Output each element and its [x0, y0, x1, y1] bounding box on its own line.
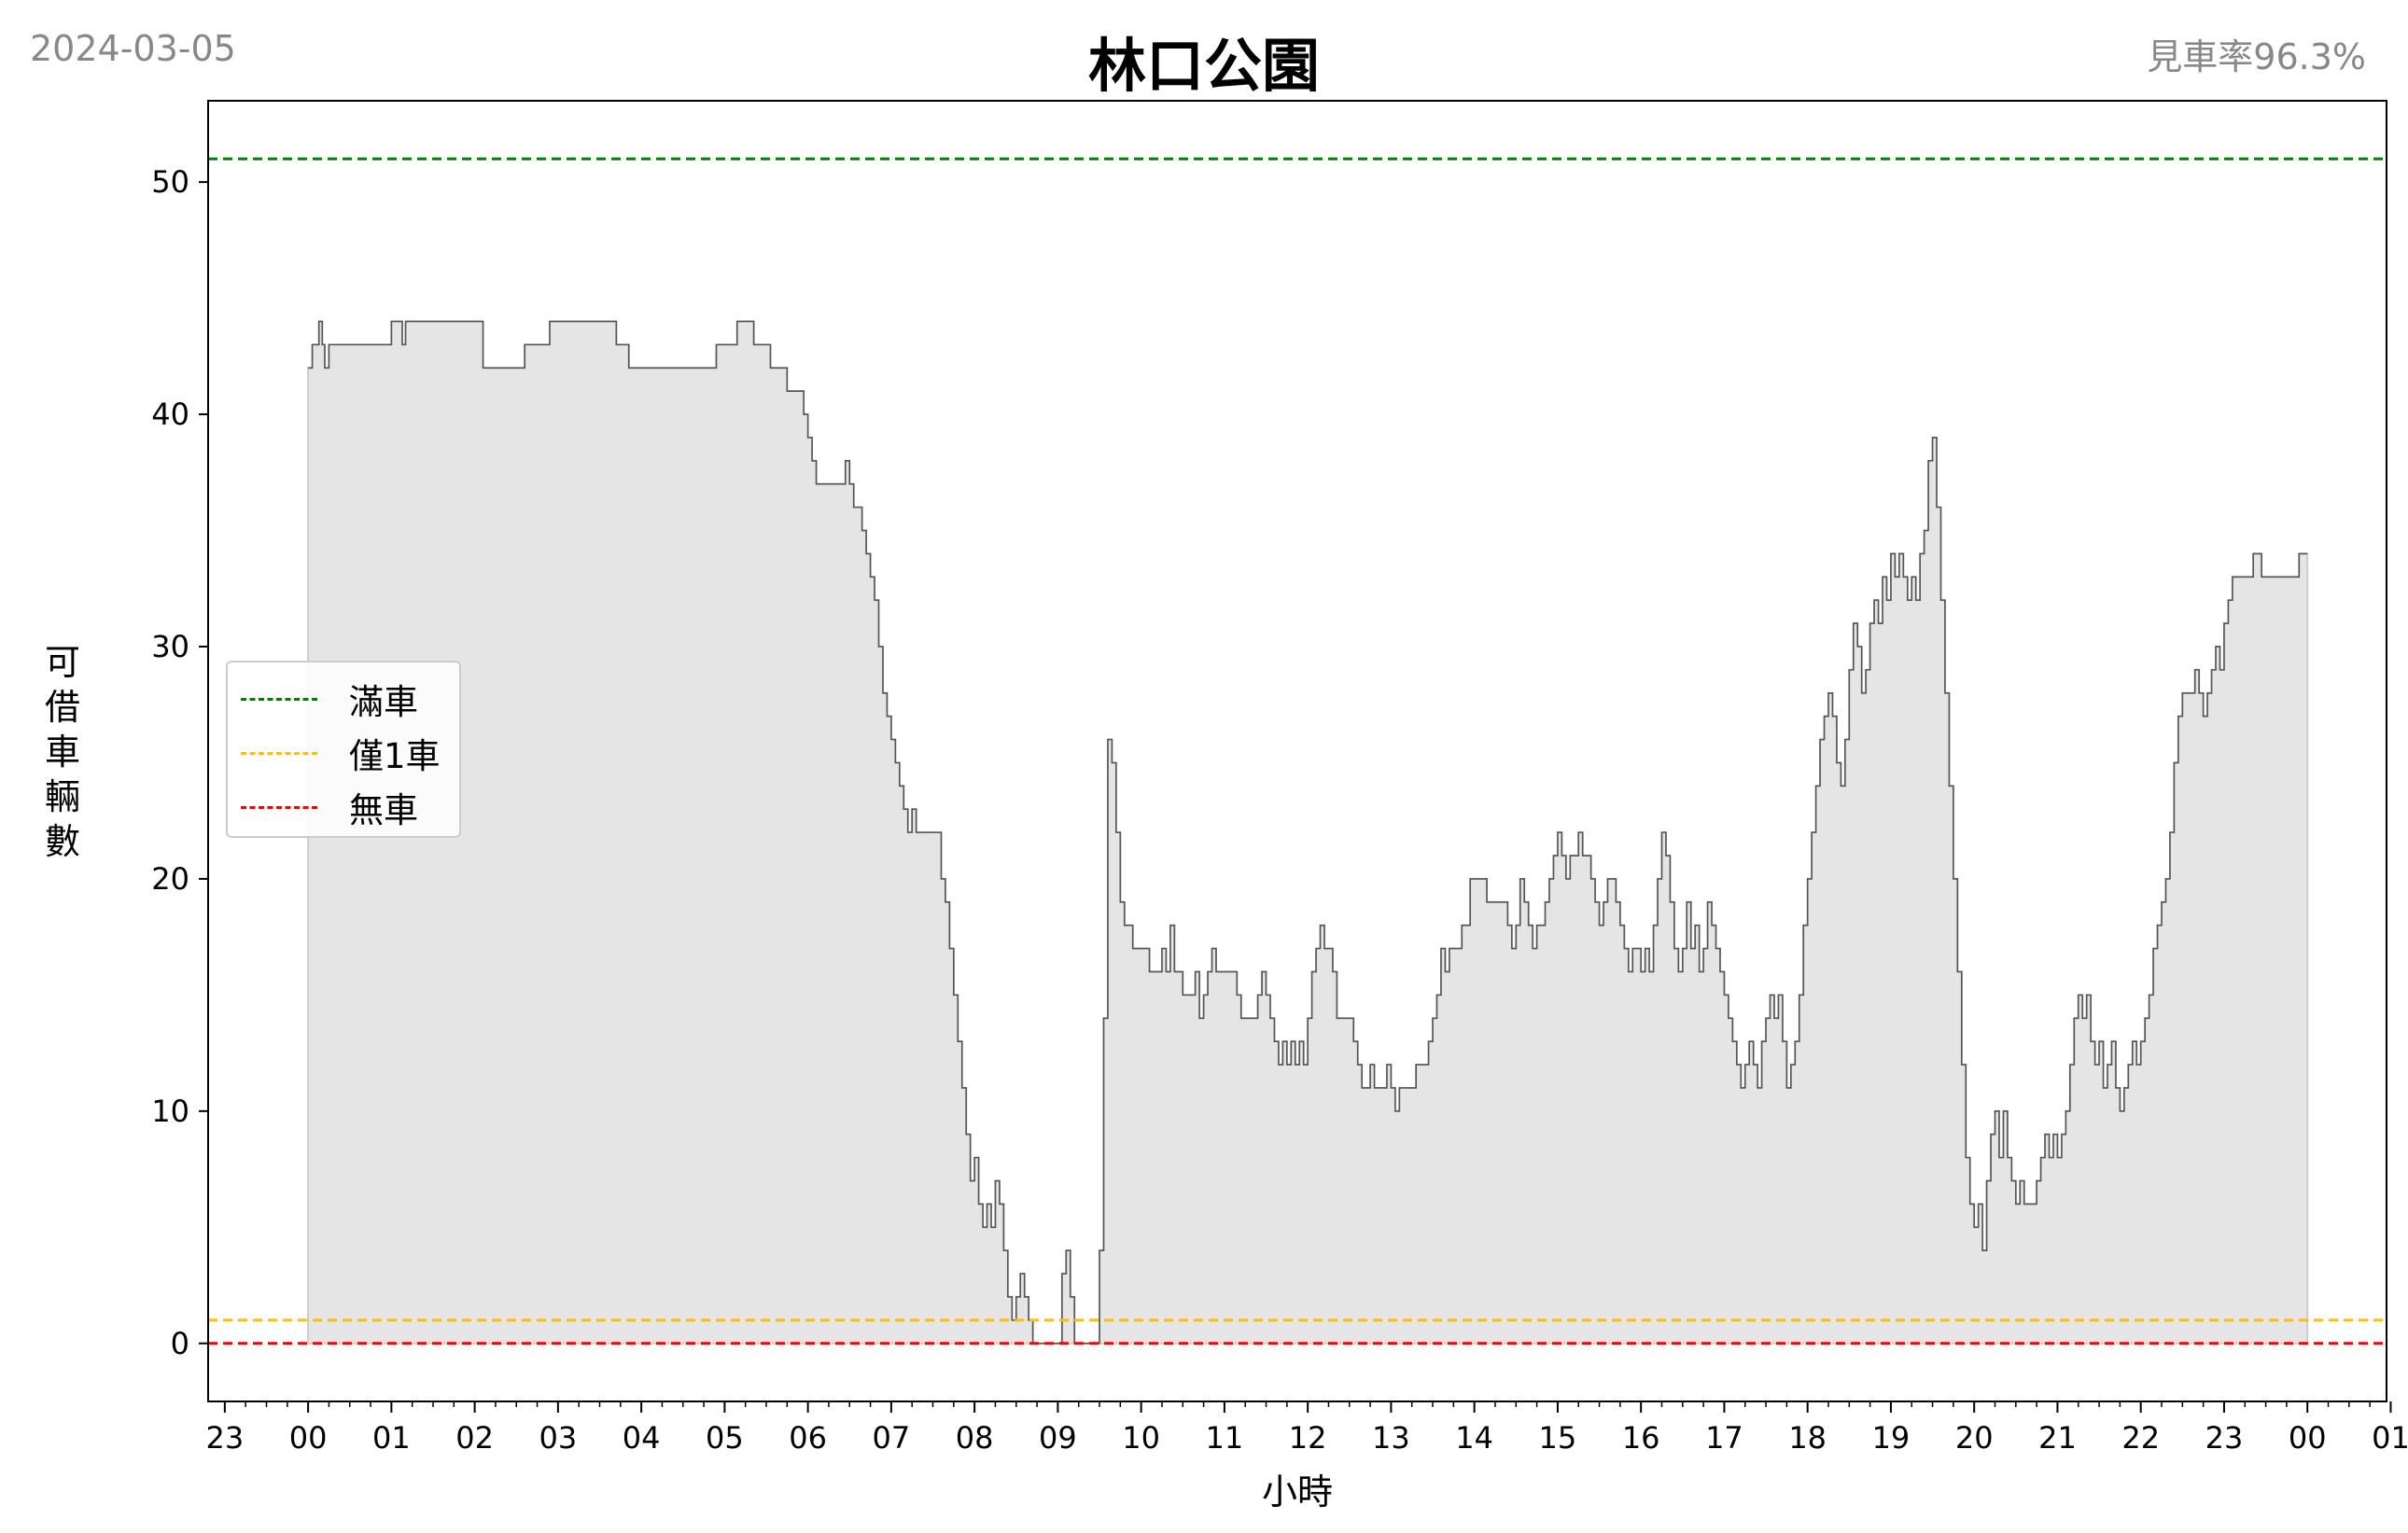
- y-tick-label: 30: [151, 629, 189, 664]
- legend-swatch-full: [241, 697, 317, 701]
- x-tick-label: 07: [873, 1420, 911, 1456]
- x-tick-label: 08: [956, 1420, 994, 1456]
- x-tick-label: 05: [706, 1420, 744, 1456]
- availability-rate: 見車率96.3%: [2147, 36, 2366, 77]
- y-tick-label: 20: [151, 861, 189, 897]
- x-tick-label: 12: [1289, 1420, 1327, 1456]
- legend-label-one-left: 僅1車: [349, 736, 441, 776]
- x-tick-label: 19: [1872, 1420, 1911, 1456]
- y-tick-label: 40: [151, 397, 189, 432]
- x-tick-label: 13: [1372, 1420, 1410, 1456]
- x-tick-label: 23: [205, 1420, 244, 1456]
- legend-label-full: 滿車: [349, 682, 418, 722]
- x-tick-label: 22: [2121, 1420, 2160, 1456]
- legend-swatch-empty: [241, 805, 317, 809]
- availability-line: [308, 320, 2308, 1345]
- y-tick-label: 10: [151, 1094, 189, 1129]
- y-tick-label: 50: [151, 164, 189, 200]
- legend-swatch-one-left: [241, 751, 317, 755]
- legend-item-empty: 無車: [241, 780, 446, 834]
- x-tick-label: 00: [2289, 1420, 2327, 1456]
- x-tick-label: 17: [1705, 1420, 1743, 1456]
- x-tick-label: 15: [1539, 1420, 1577, 1456]
- x-tick-label: 21: [2038, 1420, 2077, 1456]
- legend-item-full: 滿車: [241, 672, 446, 726]
- y-tick-label: 0: [171, 1326, 189, 1361]
- plot-frame: [207, 100, 2387, 1402]
- x-tick-label: 09: [1039, 1420, 1077, 1456]
- x-tick-label: 18: [1788, 1420, 1827, 1456]
- x-tick-label: 06: [789, 1420, 827, 1456]
- x-tick-label: 14: [1455, 1420, 1493, 1456]
- x-tick-label: 00: [289, 1420, 328, 1456]
- x-tick-label: 03: [539, 1420, 578, 1456]
- legend: 滿車 僅1車 無車: [226, 661, 461, 838]
- legend-label-empty: 無車: [349, 790, 418, 830]
- x-tick-label: 01: [2372, 1420, 2408, 1456]
- x-tick-label: 01: [372, 1420, 411, 1456]
- y-axis-label: 可借車輛數: [44, 642, 80, 862]
- x-tick-label: 23: [2205, 1420, 2244, 1456]
- legend-item-one-left: 僅1車: [241, 726, 446, 780]
- x-tick-label: 20: [1955, 1420, 1994, 1456]
- x-tick-label: 11: [1206, 1420, 1244, 1456]
- x-tick-label: 10: [1122, 1420, 1160, 1456]
- x-axis-label: 小時: [1262, 1471, 1333, 1512]
- x-tick-label: 02: [455, 1420, 494, 1456]
- chart-date: 2024-03-05: [30, 28, 236, 69]
- chart-title: 林口公園: [1087, 32, 1320, 100]
- x-tick-label: 04: [623, 1420, 661, 1456]
- x-tick-label: 16: [1622, 1420, 1660, 1456]
